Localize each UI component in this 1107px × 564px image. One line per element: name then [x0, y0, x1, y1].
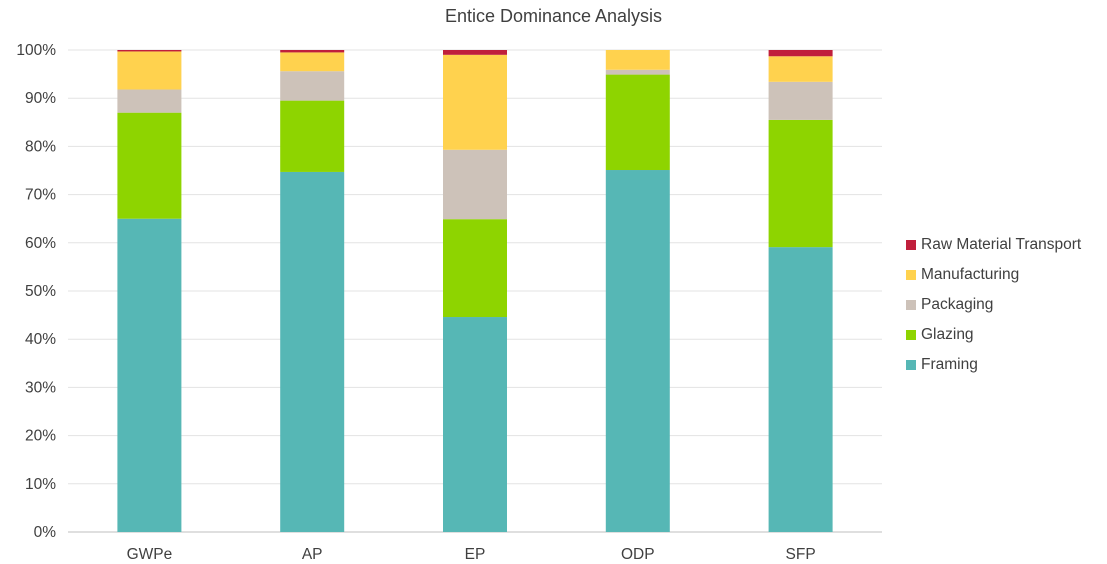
y-tick-label: 90%	[25, 90, 56, 107]
x-tick-label: AP	[302, 546, 323, 563]
bar-segment-glazing	[605, 74, 670, 171]
legend-swatch	[906, 300, 916, 310]
bar-segment-packaging	[443, 149, 507, 220]
bar-segment-framing	[768, 247, 833, 532]
legend-label: Raw Material Transport	[921, 236, 1082, 253]
legend-item: Glazing	[906, 320, 1081, 350]
legend-label: Glazing	[921, 326, 974, 343]
bar-segment-manufacturing	[768, 56, 833, 82]
y-tick-label: 60%	[25, 235, 56, 252]
bar-segment-framing	[605, 170, 670, 532]
y-tick-label: 0%	[34, 524, 57, 541]
legend-label: Framing	[921, 356, 978, 373]
bar-segment-glazing	[443, 219, 507, 318]
y-tick-label: 20%	[25, 428, 56, 445]
bar-segment-raw-material-transport	[768, 50, 833, 57]
legend-swatch	[906, 240, 916, 250]
bar-segment-raw-material-transport	[443, 50, 507, 55]
legend-swatch	[906, 270, 916, 280]
bar-segment-glazing	[117, 112, 182, 219]
bar-segment-packaging	[768, 81, 833, 120]
legend-swatch	[906, 360, 916, 370]
legend-item: Packaging	[906, 290, 1081, 320]
y-tick-label: 80%	[25, 138, 56, 155]
bar-segment-framing	[280, 171, 345, 533]
bar-segment-manufacturing	[605, 50, 670, 70]
y-tick-label: 30%	[25, 379, 56, 396]
bar-segment-packaging	[280, 71, 345, 101]
legend-item: Manufacturing	[906, 260, 1081, 290]
x-tick-label: GWPe	[127, 546, 173, 563]
legend-item: Framing	[906, 350, 1081, 380]
chart-title: Entice Dominance Analysis	[444, 6, 663, 26]
bar-segment-packaging	[605, 69, 670, 75]
y-tick-label: 50%	[25, 283, 56, 300]
bar-segment-glazing	[768, 119, 833, 248]
bar-segment-framing	[443, 317, 507, 532]
legend-label: Manufacturing	[921, 266, 1020, 283]
y-tick-label: 70%	[25, 187, 56, 204]
bar-segment-framing	[117, 218, 182, 532]
bar-segment-raw-material-transport	[117, 50, 182, 52]
x-tick-label: EP	[465, 546, 486, 563]
chart-legend: Raw Material Transport Manufacturing Packa…	[906, 230, 1081, 380]
y-tick-label: 40%	[25, 331, 56, 348]
bar-segment-manufacturing	[280, 52, 345, 72]
bar-segment-manufacturing	[117, 51, 182, 90]
legend-item: Raw Material Transport	[906, 230, 1081, 260]
bar-segment-glazing	[280, 100, 345, 172]
legend-label: Packaging	[921, 296, 994, 313]
y-tick-label: 10%	[25, 476, 56, 493]
legend-swatch	[906, 330, 916, 340]
x-tick-label: ODP	[621, 546, 655, 563]
x-tick-label: SFP	[786, 546, 816, 563]
bar-segment-raw-material-transport	[280, 50, 345, 53]
bar-segment-packaging	[117, 89, 182, 113]
y-tick-label: 100%	[16, 42, 56, 59]
bar-segment-manufacturing	[443, 54, 507, 150]
